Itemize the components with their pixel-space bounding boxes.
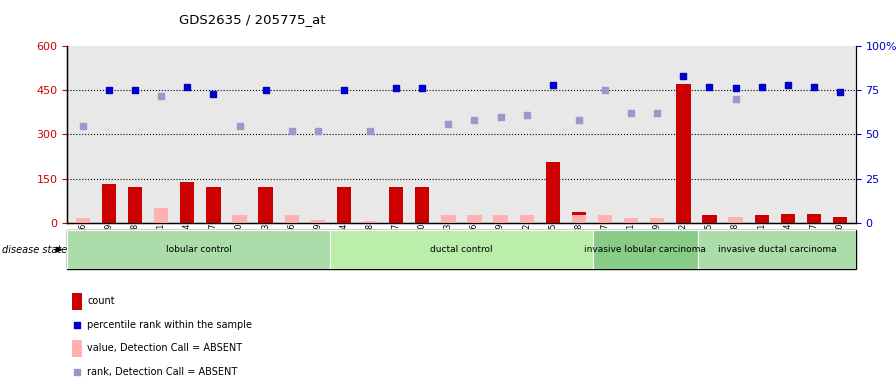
Bar [389,187,403,223]
Point [285,128,299,134]
Point [754,84,769,90]
Point [311,128,325,134]
Point [598,87,612,93]
Bar [337,187,351,223]
Bar [624,218,638,223]
Bar [572,215,586,223]
Point [389,85,403,91]
Bar [206,187,220,223]
Point [833,89,848,95]
Bar [728,217,743,223]
Point [780,82,795,88]
Bar [546,162,560,223]
Point [102,87,116,93]
Bar [75,218,90,223]
Bar [728,217,743,223]
Text: invasive lobular carcinoma: invasive lobular carcinoma [584,245,706,254]
Text: count: count [88,296,115,306]
Bar [180,182,194,223]
Point [572,117,586,123]
Text: percentile rank within the sample: percentile rank within the sample [88,320,253,331]
Point [75,122,90,129]
Text: rank, Detection Call = ABSENT: rank, Detection Call = ABSENT [88,367,237,377]
Bar [258,187,272,223]
Bar [676,84,691,223]
Text: disease state: disease state [2,245,67,255]
Bar [702,215,717,223]
Bar [363,221,377,223]
Point [624,110,638,116]
Bar [806,215,821,223]
Bar [72,293,82,310]
Point [206,91,220,97]
Bar [285,215,299,223]
Point [70,323,84,329]
Point [154,93,168,99]
Bar [833,217,848,223]
Point [128,87,142,93]
Point [676,73,691,79]
Text: GDS2635 / 205775_at: GDS2635 / 205775_at [179,13,326,26]
Point [728,85,743,91]
Point [806,84,821,90]
Text: lobular control: lobular control [166,245,231,254]
Bar [572,212,586,223]
Bar [520,215,534,223]
Text: value, Detection Call = ABSENT: value, Detection Call = ABSENT [88,343,243,354]
Point [546,82,560,88]
Bar [128,187,142,223]
Point [70,369,84,376]
Text: invasive ductal carcinoma: invasive ductal carcinoma [718,245,836,254]
Point [441,121,455,127]
Bar [698,230,856,269]
Bar [780,215,795,223]
Bar [593,230,698,269]
Point [468,117,482,123]
Point [415,85,429,91]
Point [494,114,508,120]
Point [702,84,717,90]
Point [258,87,272,93]
Bar [102,184,116,223]
Point [650,110,665,116]
Bar [415,187,429,223]
Point [520,112,534,118]
Point [180,84,194,90]
Bar [468,215,482,223]
Point [337,87,351,93]
Bar [72,340,82,357]
Point [728,96,743,102]
Bar [598,215,612,223]
Bar [650,218,665,223]
Bar [311,220,325,223]
Bar [330,230,593,269]
Bar [441,215,455,223]
Bar [232,215,246,223]
Bar [154,208,168,223]
Bar [494,215,508,223]
Bar [67,230,330,269]
Bar [754,215,769,223]
Text: ductal control: ductal control [430,245,493,254]
Point [232,122,246,129]
Point [363,128,377,134]
